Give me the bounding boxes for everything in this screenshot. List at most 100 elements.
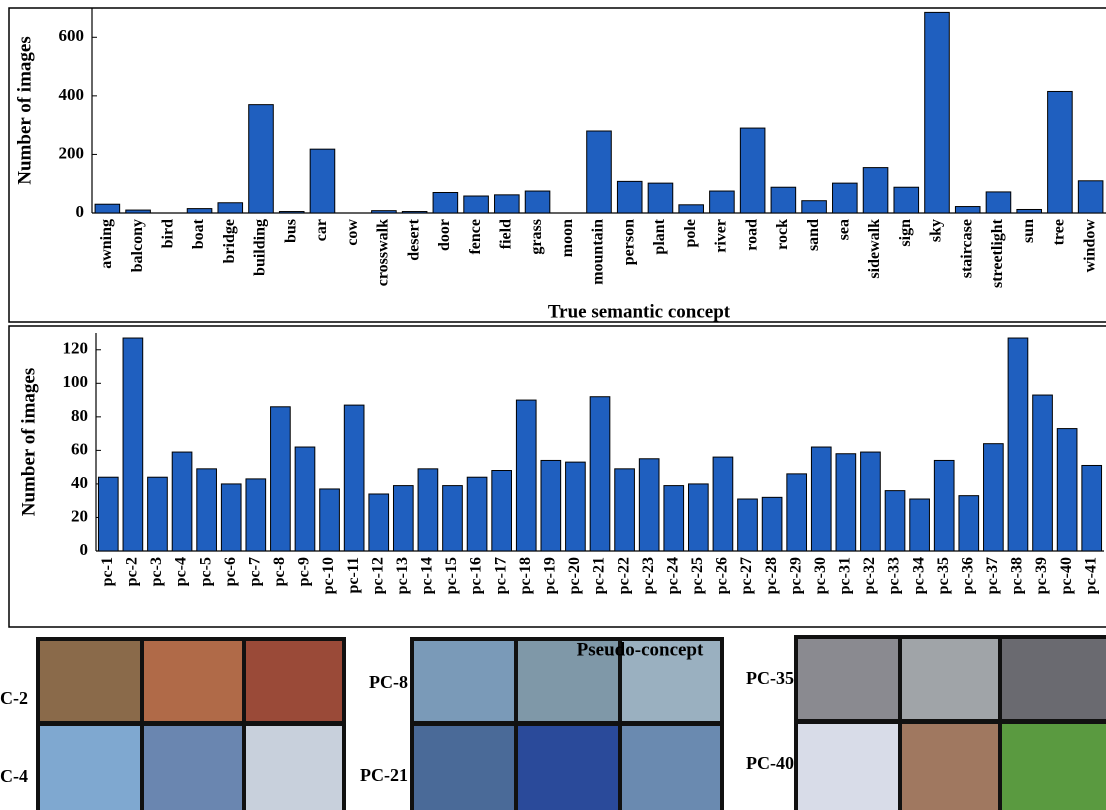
panel-label: C-4	[0, 766, 28, 786]
panel-label: PC-8	[369, 672, 408, 692]
bar	[885, 491, 905, 551]
thumbnail	[246, 641, 342, 721]
bar	[172, 452, 192, 551]
x-tick-label: mountain	[590, 219, 607, 285]
thumbnail	[246, 726, 342, 810]
bar	[393, 486, 413, 551]
bar	[590, 397, 610, 551]
bar	[639, 459, 659, 551]
bar	[587, 131, 612, 213]
x-tick-label: desert	[405, 218, 422, 260]
bar	[98, 477, 118, 551]
panel-label: PC-40	[746, 753, 794, 773]
bar	[787, 474, 807, 551]
x-tick-label: pc-20	[566, 557, 583, 594]
y-tick-label: 100	[63, 372, 89, 391]
bar	[123, 338, 143, 551]
bar	[402, 212, 427, 213]
y-tick-label: 80	[71, 406, 88, 425]
bar	[617, 181, 642, 213]
bar	[1033, 395, 1053, 551]
bar	[249, 105, 274, 213]
x-tick-label: pc-15	[443, 557, 460, 594]
thumbnail	[798, 639, 898, 719]
x-tick-label: pole	[682, 219, 699, 247]
x-tick-label: field	[497, 219, 514, 249]
figure: C-2 C-4 PC-8 PC-21 PC-35 PC-40 020040060…	[0, 0, 1106, 810]
x-tick-label: boat	[190, 218, 207, 249]
bar	[221, 484, 241, 551]
thumbnail	[622, 726, 720, 810]
bar	[1078, 181, 1103, 213]
x-tick-label: streetlight	[989, 218, 1006, 288]
bar	[1057, 429, 1077, 551]
y-tick-label: 200	[59, 143, 85, 162]
x-tick-label: moon	[559, 219, 576, 257]
x-tick-label: sky	[928, 219, 945, 242]
bar	[959, 496, 979, 551]
x-tick-label: sidewalk	[866, 219, 883, 279]
bar	[679, 205, 704, 213]
x-tick-label: pc-38	[1009, 557, 1026, 594]
bar	[443, 486, 463, 551]
bar	[541, 460, 561, 551]
x-tick-label: pc-22	[615, 557, 632, 594]
x-tick-label: bus	[282, 219, 299, 243]
thumbnail	[414, 726, 514, 810]
bar	[615, 469, 635, 551]
thumbnail	[144, 726, 242, 810]
panel-label: PC-35	[746, 668, 794, 688]
bar	[246, 479, 266, 551]
x-tick-label: sun	[1020, 219, 1037, 243]
x-tick-label: pc-13	[394, 557, 411, 594]
thumbnail	[414, 641, 514, 721]
thumbnail	[902, 724, 998, 810]
bar	[464, 196, 489, 213]
bar	[418, 469, 438, 551]
x-tick-label: pc-30	[812, 557, 829, 594]
y-tick-label: 0	[76, 202, 85, 221]
x-tick-label: crosswalk	[375, 219, 392, 286]
x-tick-label: pc-19	[542, 557, 559, 594]
bar	[95, 204, 120, 213]
y-tick-label: 400	[59, 85, 85, 104]
bar	[863, 168, 888, 213]
x-tick-label: door	[436, 219, 453, 251]
x-tick-label: window	[1081, 219, 1098, 273]
thumbnail	[518, 726, 618, 810]
bar	[802, 201, 827, 213]
x-tick-label: pc-18	[517, 557, 534, 594]
x-tick-label: pc-9	[296, 557, 313, 586]
bar	[762, 497, 782, 551]
x-tick-label: pc-27	[738, 557, 755, 594]
bar	[344, 405, 364, 551]
bar	[771, 187, 796, 213]
bar	[1082, 465, 1102, 551]
bar	[1017, 209, 1042, 213]
bar	[664, 486, 684, 551]
x-tick-label: staircase	[958, 219, 975, 278]
x-tick-label: road	[743, 219, 760, 251]
bar	[197, 469, 217, 551]
x-tick-label: pc-31	[837, 557, 854, 594]
thumbnail	[902, 639, 998, 719]
image-grid	[36, 635, 1106, 810]
x-tick-label: sign	[897, 219, 914, 247]
x-tick-label: fence	[467, 219, 484, 255]
thumbnail	[1002, 639, 1106, 719]
bar	[811, 447, 831, 551]
x-tick-label: pc-21	[591, 557, 608, 594]
bar	[1048, 91, 1073, 213]
y-tick-label: 40	[71, 473, 88, 492]
bar	[148, 477, 168, 551]
bar	[566, 462, 586, 551]
bar	[910, 499, 930, 551]
bar	[836, 454, 856, 551]
bar	[433, 193, 458, 214]
bar	[833, 183, 858, 213]
bar	[955, 207, 980, 213]
bar	[986, 192, 1011, 213]
x-tick-label: pc-1	[99, 557, 116, 586]
x-tick-label: pc-6	[222, 557, 239, 586]
x-tick-label: awning	[98, 219, 115, 269]
